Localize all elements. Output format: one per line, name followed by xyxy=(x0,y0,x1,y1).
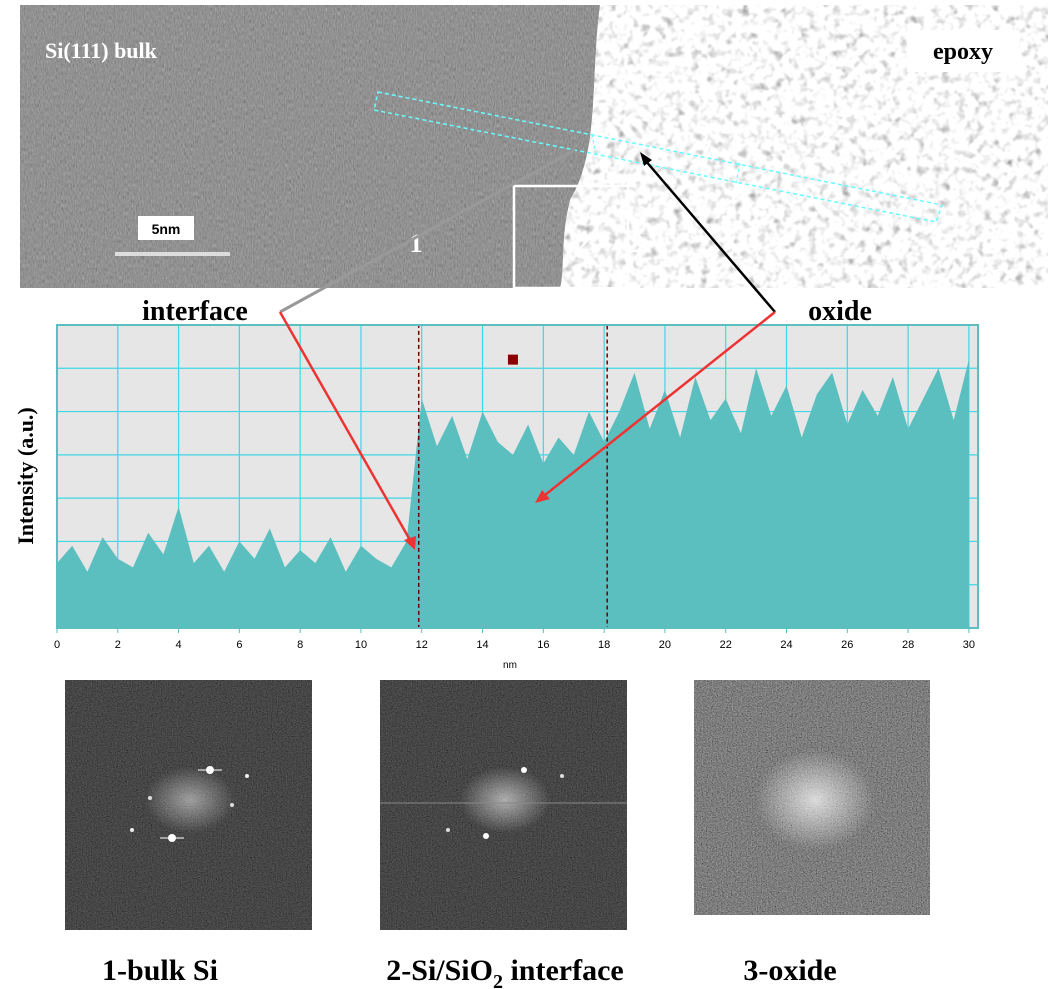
label-box xyxy=(907,30,1019,72)
caption: 2-Si/SiO2 interface xyxy=(386,954,623,989)
caption: 1-bulk Si xyxy=(102,954,218,987)
caption: 3-oxide xyxy=(743,954,836,987)
scale-bar-label: 5nm xyxy=(152,221,181,237)
x-tick-label: 14 xyxy=(476,639,488,651)
tem-image xyxy=(20,5,1048,290)
marker: 3 xyxy=(631,229,644,258)
epoxy-label: epoxy xyxy=(933,39,993,65)
x-tick-label: 0 xyxy=(54,639,60,651)
intensity-profile xyxy=(57,359,969,628)
x-tick-label: 2 xyxy=(115,639,121,651)
region-label: Si(111) bulk xyxy=(45,38,158,63)
marker: 2 xyxy=(577,229,590,258)
annotation: interface xyxy=(142,296,248,327)
x-axis-label: nm xyxy=(503,660,517,671)
x-tick-label: 28 xyxy=(902,639,914,651)
annotation: oxide xyxy=(808,296,872,327)
fft-images xyxy=(65,680,930,930)
x-tick-label: 16 xyxy=(537,639,549,651)
x-tick-label: 26 xyxy=(841,639,853,651)
caption-subscript: 2 xyxy=(493,971,503,989)
x-tick-label: 8 xyxy=(297,639,303,651)
x-tick-label: 4 xyxy=(176,639,182,651)
cursor-marker xyxy=(507,354,518,365)
x-tick-label: 18 xyxy=(598,639,610,651)
x-tick-label: 10 xyxy=(355,639,367,651)
x-tick-label: 30 xyxy=(963,639,975,651)
x-tick-label: 20 xyxy=(659,639,671,651)
x-tick-label: 6 xyxy=(236,639,242,651)
caption-text: interface xyxy=(503,954,624,987)
plot-frame xyxy=(56,324,979,629)
x-tick-label: 24 xyxy=(780,639,792,651)
y-axis-label: Intensity (a.u.) xyxy=(13,407,38,545)
caption-text: 2-Si/SiO xyxy=(386,954,493,987)
arrows xyxy=(278,148,776,550)
x-tick-label: 22 xyxy=(720,639,732,651)
x-tick-label: 12 xyxy=(416,639,428,651)
